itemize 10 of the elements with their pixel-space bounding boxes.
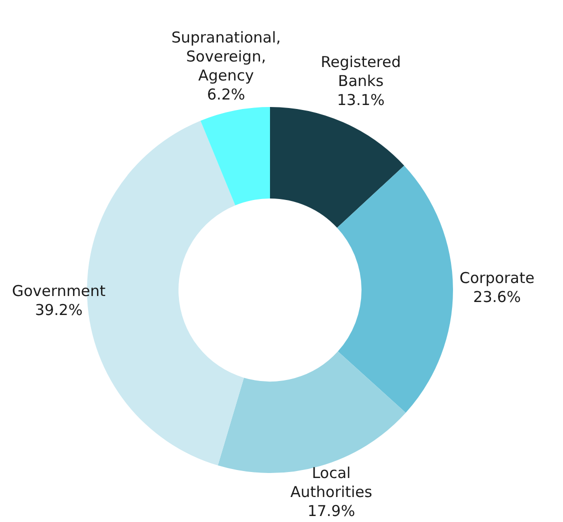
data-label: 6.2% [207, 86, 246, 104]
slice-label: Government [12, 282, 106, 300]
data-label: 17.9% [307, 502, 356, 520]
slice-label: Registered Banks [320, 52, 401, 90]
data-label: 13.1% [336, 90, 385, 109]
data-label: 39.2% [34, 300, 83, 319]
slice-label: Supranational, Sovereign, Agency [171, 28, 281, 85]
data-label: 23.6% [473, 288, 521, 306]
slice-label: Local Authorities [290, 464, 372, 501]
slice-label: Corporate [459, 268, 534, 287]
